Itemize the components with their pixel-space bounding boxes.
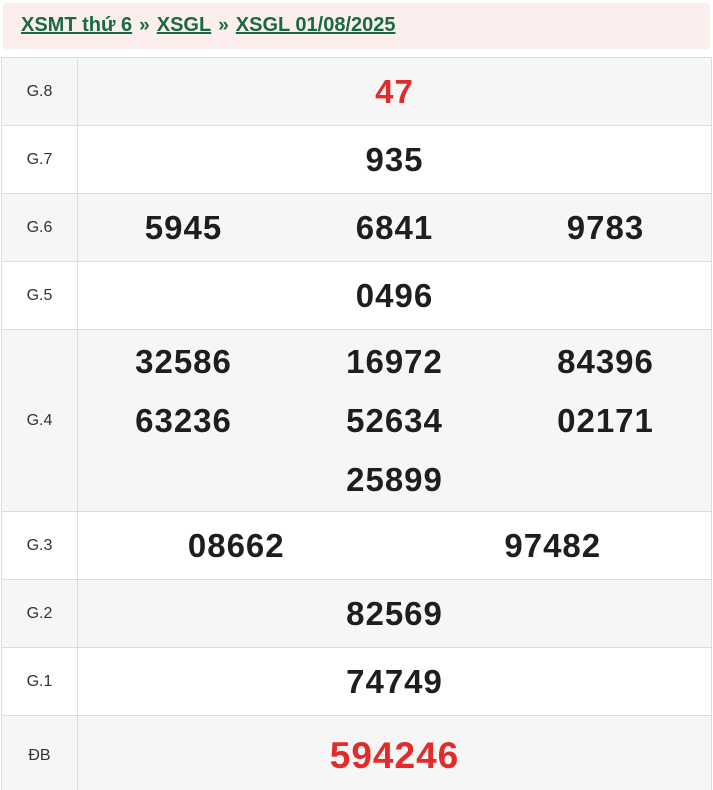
result-number: 0496	[355, 277, 434, 314]
prize-row: G.7 935	[2, 126, 711, 194]
prize-row: G.4 32586 16972 84396 63236 52634 02171 25899	[2, 330, 711, 512]
result-number: 97482	[504, 527, 602, 564]
result-number: 594246	[329, 735, 460, 776]
prize-numbers: 32586 16972 84396 63236 52634 02171 25899	[78, 330, 711, 511]
prize-row: G.3 08662 97482	[2, 512, 711, 580]
prize-row: G.2 82569	[2, 580, 711, 648]
prize-label: G.1	[2, 648, 78, 715]
result-number: 84396	[557, 343, 654, 380]
result-number: 47	[375, 73, 414, 110]
prize-numbers: 82569	[78, 580, 711, 647]
result-number: 52634	[346, 402, 443, 439]
result-number: 63236	[135, 402, 232, 439]
result-number: 5945	[144, 209, 223, 246]
result-number: 02171	[557, 402, 654, 439]
breadcrumb: XSMT thứ 6 » XSGL » XSGL 01/08/2025	[3, 3, 710, 49]
result-number: 82569	[346, 595, 443, 632]
results-table: G.8 47 G.7 935 G.6 5945 6841 9783 G.5 0496 G.4 3258…	[1, 57, 712, 790]
prize-numbers: 0496	[78, 262, 711, 329]
breadcrumb-separator: »	[139, 15, 150, 36]
prize-row: G.8 47	[2, 58, 711, 126]
prize-label: G.6	[2, 194, 78, 261]
result-number: 9783	[566, 209, 645, 246]
prize-numbers: 74749	[78, 648, 711, 715]
prize-numbers: 5945 6841 9783	[78, 194, 711, 261]
breadcrumb-link-xsmt-thu-6[interactable]: XSMT thứ 6	[21, 14, 133, 36]
result-number: 6841	[355, 209, 434, 246]
result-number: 25899	[346, 461, 443, 498]
prize-row: G.6 5945 6841 9783	[2, 194, 711, 262]
prize-label: G.3	[2, 512, 78, 579]
prize-label: G.7	[2, 126, 78, 193]
prize-numbers: 594246	[78, 716, 711, 790]
prize-row: G.5 0496	[2, 262, 711, 330]
prize-label: G.8	[2, 58, 78, 125]
prize-label: G.2	[2, 580, 78, 647]
prize-numbers: 08662 97482	[78, 512, 711, 579]
prize-row: G.1 74749	[2, 648, 711, 716]
prize-label: G.5	[2, 262, 78, 329]
result-number: 32586	[135, 343, 232, 380]
result-number: 08662	[187, 527, 285, 564]
breadcrumb-separator: »	[218, 15, 229, 36]
breadcrumb-link-xsgl[interactable]: XSGL	[156, 14, 212, 36]
prize-label: ĐB	[2, 716, 78, 790]
prize-label: G.4	[2, 330, 78, 511]
result-number: 74749	[346, 663, 443, 700]
prize-numbers: 935	[78, 126, 711, 193]
result-number: 16972	[346, 343, 443, 380]
prize-numbers: 47	[78, 58, 711, 125]
prize-row: ĐB 594246	[2, 716, 711, 790]
breadcrumb-link-xsgl-date[interactable]: XSGL 01/08/2025	[235, 14, 396, 36]
result-number: 935	[365, 141, 424, 178]
